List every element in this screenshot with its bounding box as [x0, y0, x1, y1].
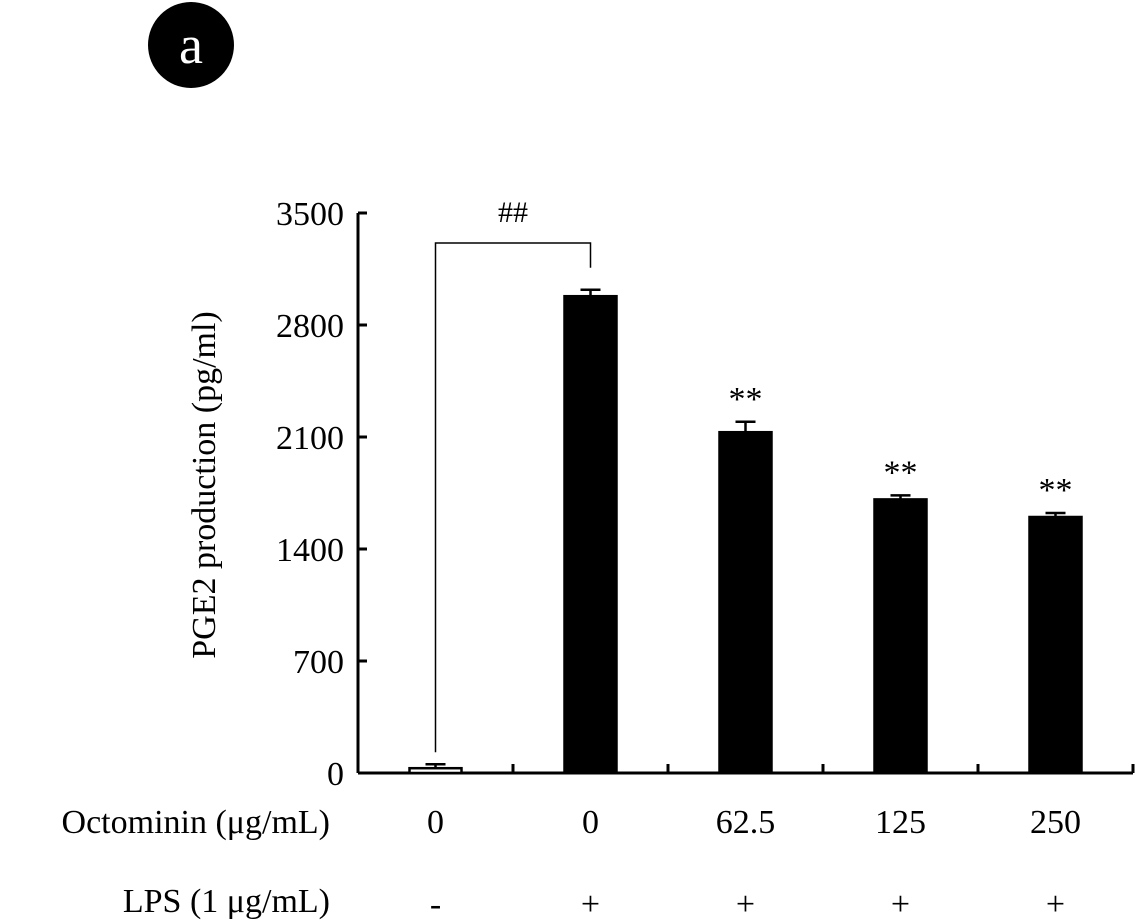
- significance-marker: **: [729, 381, 763, 418]
- category-label: 125: [875, 804, 926, 841]
- comparison-bracket: ##: [434, 196, 592, 753]
- error-bars: [425, 288, 1066, 769]
- y-tick-label: 0: [327, 756, 344, 793]
- bracket-label: ##: [498, 196, 528, 229]
- y-tick-label: 2100: [276, 420, 344, 457]
- lps-row-label: LPS (1 μg/mL): [123, 883, 330, 920]
- bars: [408, 294, 1083, 775]
- bar: [408, 766, 463, 775]
- y-tick-label: 3500: [276, 196, 344, 233]
- y-tick-label: 2800: [276, 308, 344, 345]
- category-label: 0: [427, 804, 444, 841]
- x-ticks: [511, 764, 1135, 773]
- significance-marker: **: [1039, 472, 1073, 509]
- lps-labels: - + + + +: [430, 886, 1065, 923]
- y-tick-label: 700: [293, 644, 344, 681]
- panel-label-circle: [148, 2, 234, 88]
- panel-label-text: a: [179, 15, 203, 75]
- category-label: 250: [1030, 804, 1081, 841]
- category-labels: 0 0 62.5 125 250: [427, 804, 1081, 841]
- octominin-row-label: Octominin (μg/mL): [62, 804, 330, 841]
- significance-markers: ** ** **: [729, 381, 1073, 509]
- panel-label: a: [148, 2, 234, 88]
- bar: [1028, 515, 1083, 775]
- lps-label: +: [736, 886, 755, 923]
- y-tick-label: 1400: [276, 532, 344, 569]
- bar: [563, 294, 618, 775]
- y-axis-label: PGE2 production (pg/ml): [186, 311, 223, 659]
- bracket-line: [434, 242, 592, 753]
- lps-label: +: [891, 886, 910, 923]
- bar: [718, 430, 773, 775]
- category-label: 0: [582, 804, 599, 841]
- lps-label: +: [1046, 886, 1065, 923]
- bar: [873, 498, 928, 775]
- category-label: 62.5: [716, 804, 776, 841]
- significance-marker: **: [884, 454, 918, 491]
- lps-label: +: [581, 886, 600, 923]
- y-ticks: 0 700 1400 2100 2800 3500: [276, 196, 367, 793]
- lps-label: -: [430, 886, 441, 923]
